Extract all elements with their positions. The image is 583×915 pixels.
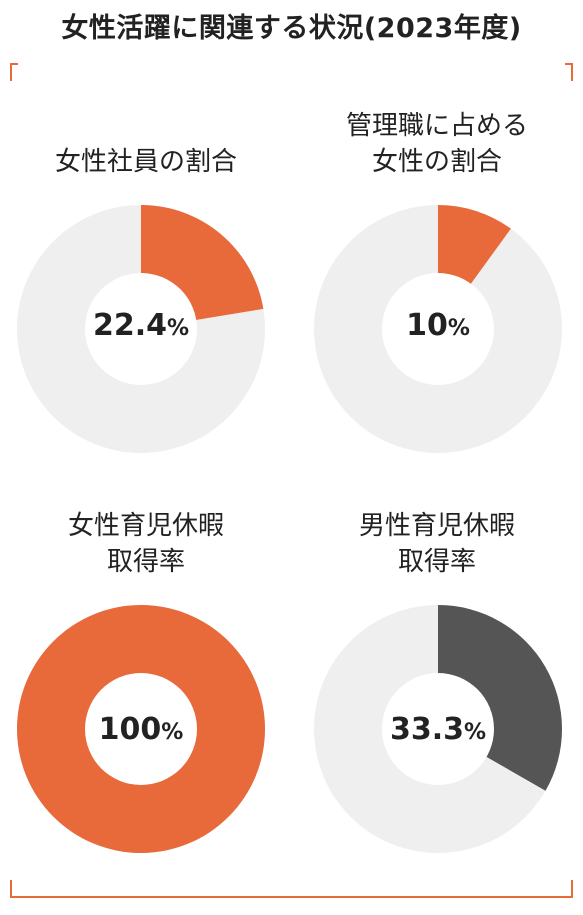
- donut-value-label: 100%: [16, 710, 266, 753]
- chart-title-line: 女性社員の割合: [54, 147, 237, 177]
- value-number: 33.3: [389, 712, 464, 747]
- chart-title: 管理職に占める 女性の割合: [291, 104, 583, 180]
- chart-title: 女性社員の割合: [0, 104, 292, 180]
- donut-value-label: 22.4%: [16, 306, 266, 349]
- donut-hole: [382, 273, 494, 385]
- frame-bottom-horizontal: [10, 896, 573, 898]
- value-unit: %: [161, 720, 184, 745]
- chart-female-childcare-leave-rate: 女性育児休暇 取得率: [0, 504, 292, 580]
- frame-bottom-left-vertical: [10, 880, 12, 898]
- chart-title-line: 女性の割合: [371, 147, 502, 177]
- chart-female-employee-ratio: 女性社員の割合: [0, 104, 292, 180]
- donut-hole: [382, 673, 494, 785]
- chart-male-childcare-leave-rate: 男性育児休暇 取得率: [291, 504, 583, 580]
- frame-top-right-horizontal: [565, 63, 573, 65]
- donut-hole: [85, 673, 197, 785]
- chart-title-line: 男性育児休暇: [358, 511, 515, 541]
- donut-chart: [17, 605, 265, 853]
- donut-chart: [17, 205, 265, 453]
- frame-bottom-right-vertical: [571, 880, 573, 898]
- chart-title: 男性育児休暇 取得率: [291, 504, 583, 580]
- chart-title-line: 取得率: [397, 547, 476, 577]
- donut-value-label: 10%: [313, 306, 563, 349]
- page-title: 女性活躍に関連する状況(2023年度): [61, 13, 522, 44]
- value-unit: %: [463, 720, 487, 745]
- frame-top-left-vertical: [10, 63, 12, 81]
- chart-title-line: 女性育児休暇: [67, 511, 224, 541]
- value-unit: %: [447, 316, 470, 341]
- chart-title: 女性育児休暇 取得率: [0, 504, 292, 580]
- chart-female-manager-ratio: 管理職に占める 女性の割合: [291, 104, 583, 180]
- frame-top-right-vertical: [571, 63, 573, 81]
- value-number: 10: [406, 308, 448, 343]
- chart-title-line: 取得率: [106, 547, 185, 577]
- donut-chart: [314, 205, 562, 453]
- value-number: 100: [98, 712, 162, 747]
- value-unit: %: [166, 316, 190, 341]
- value-number: 22.4: [92, 308, 167, 343]
- donut-hole: [85, 273, 197, 385]
- chart-title-line: 管理職に占める: [345, 111, 528, 141]
- donut-value-label: 33.3%: [313, 710, 563, 753]
- frame-top-left-horizontal: [10, 63, 18, 65]
- donut-chart: [314, 605, 562, 853]
